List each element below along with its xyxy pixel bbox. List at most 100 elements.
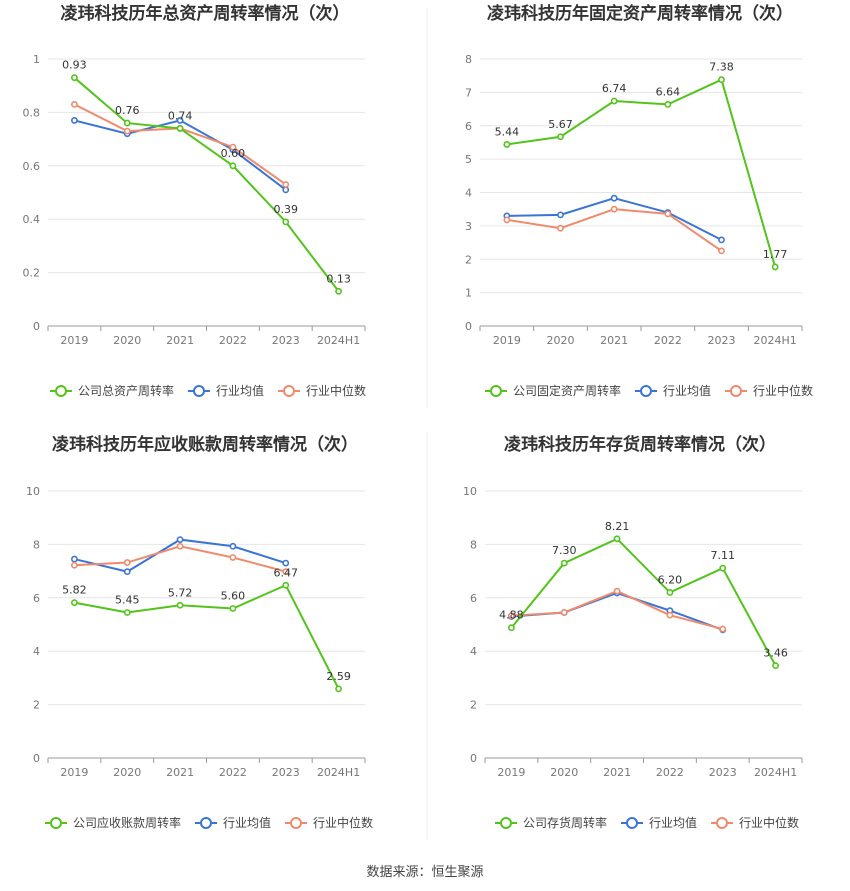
y-tick-label: 7 xyxy=(465,86,472,99)
data-point-median xyxy=(610,205,618,213)
data-label: 5.45 xyxy=(115,593,140,606)
x-tick-label: 2021 xyxy=(600,334,628,347)
x-tick-label: 2024H1 xyxy=(317,766,360,779)
data-point-company xyxy=(771,263,779,271)
data-source: 数据来源：恒生聚源 xyxy=(366,865,483,880)
x-tick-label: 2019 xyxy=(60,334,88,347)
x-tick-label: 2024H1 xyxy=(754,766,797,779)
data-point-avg xyxy=(610,194,618,202)
y-tick-label: 0 xyxy=(465,320,472,333)
data-point-company xyxy=(508,624,515,632)
data-point-company xyxy=(664,100,672,108)
x-tick-label: 2020 xyxy=(547,334,575,347)
x-tick-label: 2024H1 xyxy=(754,334,797,347)
legend-item-avg[interactable]: 行业均值 xyxy=(195,815,271,830)
x-tick-label: 2023 xyxy=(272,766,300,779)
legend-item-avg[interactable]: 行业均值 xyxy=(621,815,697,830)
data-point-median xyxy=(282,568,290,576)
data-point-avg xyxy=(282,559,290,567)
legend-item-avg[interactable]: 行业均值 xyxy=(635,383,711,398)
legend-item-company[interactable]: 公司应收账款周转率 xyxy=(45,815,181,830)
legend-swatch-marker xyxy=(283,385,295,397)
legend-label: 行业均值 xyxy=(216,383,264,398)
y-tick-label: 10 xyxy=(463,485,477,498)
x-tick-label: 2022 xyxy=(219,766,247,779)
x-tick-label: 2019 xyxy=(493,334,521,347)
data-point-median xyxy=(666,611,674,619)
series-line-avg xyxy=(511,591,724,631)
legend-item-company[interactable]: 公司固定资产周转率 xyxy=(485,383,621,398)
x-tick-label: 2021 xyxy=(166,334,194,347)
data-label: 4.88 xyxy=(499,609,524,622)
data-point-company xyxy=(718,76,725,84)
legend-item-median[interactable]: 行业中位数 xyxy=(725,383,813,398)
legend-item-median[interactable]: 行业中位数 xyxy=(711,815,799,830)
y-tick-label: 8 xyxy=(33,538,40,551)
data-label: 6.74 xyxy=(602,82,627,95)
x-tick-label: 2023 xyxy=(708,334,736,347)
chart-3: 凌玮科技历年应收账款周转率情况（次） 0 2 4 6 8 10 2019 2020 2021 202… xyxy=(26,434,373,830)
y-tick-label: 0.8 xyxy=(23,106,41,119)
data-label: 7.30 xyxy=(552,544,577,557)
chart-1: 凌玮科技历年总资产周转率情况（次） 0 0.2 0.4 0.6 0.8 1 2019 2020 2… xyxy=(23,3,367,398)
legend-label: 行业中位数 xyxy=(753,383,813,398)
data-label: 1.77 xyxy=(763,248,788,261)
legend-swatch-marker xyxy=(290,817,302,829)
data-point-median xyxy=(123,127,131,135)
x-tick-label: 2019 xyxy=(497,766,525,779)
data-point-company xyxy=(335,287,342,295)
legend-label: 行业均值 xyxy=(649,815,697,830)
y-tick-label: 4 xyxy=(465,187,472,200)
series-line-company xyxy=(510,537,777,667)
data-label: 5.60 xyxy=(221,589,246,602)
data-point-company xyxy=(123,609,131,616)
legend-label: 行业均值 xyxy=(663,383,711,398)
legend-swatch-marker xyxy=(626,817,638,829)
legend-item-company[interactable]: 公司总资产周转率 xyxy=(50,383,174,398)
data-label: 0.76 xyxy=(115,104,140,117)
data-label: 5.44 xyxy=(495,125,520,138)
x-tick-label: 2024H1 xyxy=(317,334,360,347)
y-tick-label: 0.6 xyxy=(23,160,41,173)
y-tick-label: 2 xyxy=(33,699,40,712)
data-point-company xyxy=(719,564,727,572)
data-label: 6.64 xyxy=(656,85,681,98)
legend-swatch-marker xyxy=(640,385,652,397)
legend-item-median[interactable]: 行业中位数 xyxy=(278,383,366,398)
y-tick-label: 3 xyxy=(465,220,472,233)
legend-label: 行业中位数 xyxy=(313,815,373,830)
legend-swatch-marker xyxy=(716,817,728,829)
x-tick-label: 2021 xyxy=(603,766,631,779)
legend-label: 行业中位数 xyxy=(739,815,799,830)
data-point-median xyxy=(560,609,568,616)
data-point-median xyxy=(176,542,184,550)
data-point-company xyxy=(71,74,78,82)
data-point-avg xyxy=(176,117,184,124)
data-point-company xyxy=(176,125,184,132)
legend-item-company[interactable]: 公司存货周转率 xyxy=(495,815,607,830)
data-point-avg xyxy=(71,117,78,124)
chart-title: 凌玮科技历年总资产周转率情况（次） xyxy=(61,3,350,24)
y-tick-label: 4 xyxy=(33,645,40,658)
data-point-median xyxy=(123,559,131,566)
data-point-company xyxy=(560,559,568,567)
chart-2: 凌玮科技历年固定资产周转率情况（次） 0 1 2 3 4 5 6 7 8 2019 2020 2021 2… xyxy=(465,3,813,398)
data-label: 7.11 xyxy=(711,549,736,562)
data-point-company xyxy=(666,589,674,596)
data-point-company xyxy=(557,133,564,141)
legend-item-median[interactable]: 行业中位数 xyxy=(285,815,373,830)
data-label: 0.13 xyxy=(326,272,351,285)
legend-label: 公司固定资产周转率 xyxy=(513,383,621,398)
legend-item-avg[interactable]: 行业均值 xyxy=(188,383,264,398)
legend-swatch-marker xyxy=(55,385,67,397)
x-tick-label: 2019 xyxy=(60,766,88,779)
data-point-avg xyxy=(123,568,131,576)
data-label: 0.93 xyxy=(62,59,87,72)
y-tick-label: 0.2 xyxy=(23,267,41,280)
data-point-avg xyxy=(718,236,725,244)
data-label: 3.46 xyxy=(763,647,788,660)
x-tick-label: 2023 xyxy=(709,766,737,779)
legend-label: 行业均值 xyxy=(223,815,271,830)
